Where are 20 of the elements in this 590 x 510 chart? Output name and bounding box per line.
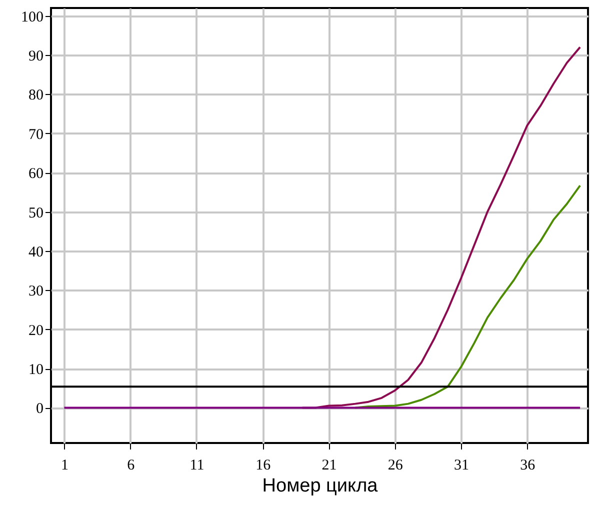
y-tick-label: 90 (28, 48, 44, 65)
y-tick-label: 100 (21, 9, 44, 26)
x-tick-label: 11 (190, 458, 204, 474)
y-tick-label: 80 (28, 88, 44, 104)
x-tick-label: 21 (322, 458, 337, 474)
x-tick-label: 1 (60, 458, 68, 474)
y-tick-label: 0 (36, 401, 44, 418)
x-axis-title: Номер цикла (262, 476, 378, 496)
y-tick-label: 20 (28, 322, 44, 339)
y-tick-label: 50 (28, 205, 44, 222)
y-tick-label: 60 (28, 166, 44, 182)
x-tick-label: 31 (454, 458, 470, 474)
x-tick-label: 6 (127, 458, 136, 474)
x-tick-label: 36 (520, 458, 536, 474)
y-tick-label: 70 (28, 126, 44, 143)
y-tick-label: 40 (28, 244, 44, 260)
y-tick-label: 10 (28, 362, 44, 378)
x-tick-label: 16 (256, 458, 272, 474)
x-tick-label: 26 (388, 458, 404, 474)
y-tick-label: 30 (28, 284, 44, 300)
